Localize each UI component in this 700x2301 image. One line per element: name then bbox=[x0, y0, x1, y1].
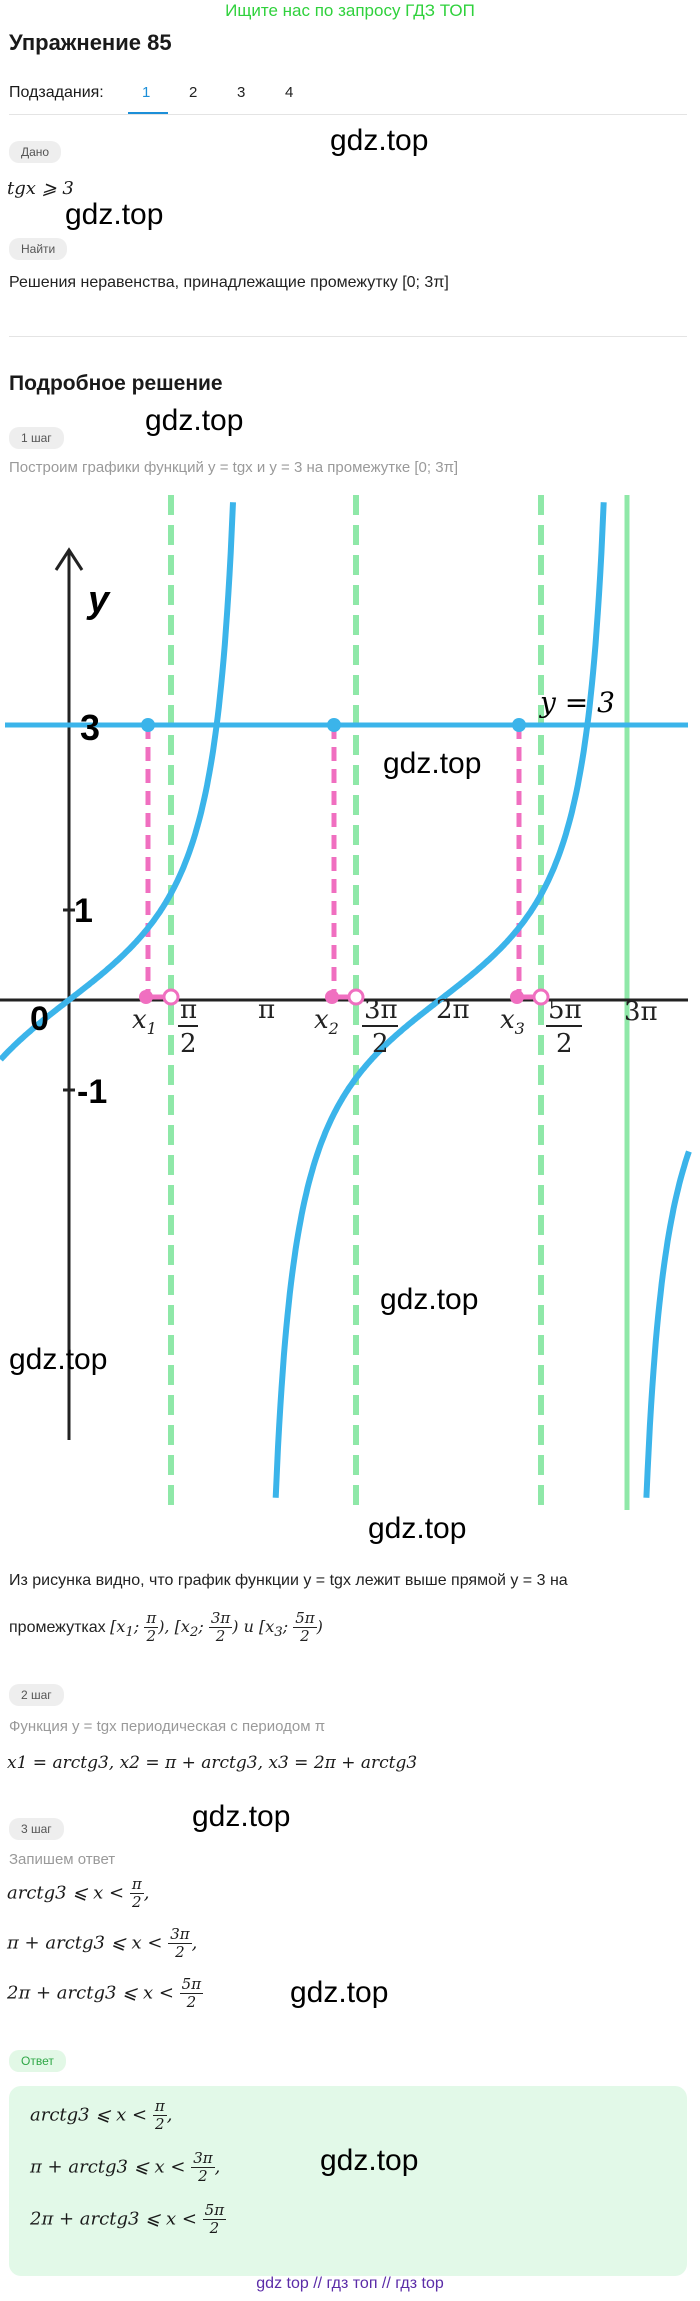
conclusion-line-1: Из рисунка видно, что график функции y =… bbox=[9, 1572, 568, 1589]
given-tag: Дано bbox=[9, 141, 62, 163]
divider bbox=[9, 336, 687, 337]
answer-line-3: 2π + arctg3 ⩽ x < 5π 2 bbox=[30, 2201, 227, 2237]
subtask-tab-1[interactable]: 1 bbox=[142, 84, 151, 101]
point-x3 bbox=[510, 990, 524, 1004]
watermark: gdz.top bbox=[290, 1976, 389, 2009]
watermark: gdz.top bbox=[383, 747, 482, 780]
tan-branch-3 bbox=[272, 502, 607, 1498]
solution-title: Подробное решение bbox=[9, 372, 223, 395]
x-label-pi-half-num: π bbox=[180, 995, 197, 1025]
point-x2 bbox=[325, 990, 339, 1004]
step-1-text: Построим графики функций y = tgx и y = 3… bbox=[9, 459, 459, 476]
watermark: gdz.top bbox=[368, 1512, 467, 1545]
tan-branch-2 bbox=[0, 502, 236, 1062]
subtask-tab-2[interactable]: 2 bbox=[189, 84, 198, 101]
x-label-x1: x1 bbox=[132, 1005, 157, 1038]
step-1-tag: 1 шаг bbox=[9, 427, 64, 449]
x-label-2pi: 2π bbox=[436, 995, 470, 1025]
step-3-answer-3: 2π + arctg3 ⩽ x < 5π 2 bbox=[7, 1975, 204, 2011]
find-tag: Найти bbox=[9, 238, 68, 260]
active-tab-indicator bbox=[128, 112, 168, 114]
tan-branch-4 bbox=[643, 1150, 692, 1498]
subtasks-label: Подзадания: bbox=[9, 84, 104, 101]
y-axis-label: y bbox=[86, 579, 111, 621]
x-label-x2: x2 bbox=[314, 1005, 339, 1038]
x-label-3pi: 3π bbox=[624, 997, 658, 1027]
x-label-x3: x3 bbox=[500, 1005, 525, 1038]
given-expression: tgx ⩾ 3 bbox=[7, 178, 74, 199]
subtask-tab-3[interactable]: 3 bbox=[237, 84, 246, 101]
intersection-x1 bbox=[141, 718, 155, 732]
y-tick-label-neg1: -1 bbox=[77, 1073, 107, 1111]
watermark: gdz.top bbox=[192, 1800, 291, 1833]
open-point-5pi-half bbox=[532, 988, 550, 1006]
tangent-graph: y 3 1 0 -1 y = 3 x1 π 2 π x2 3π 2 2π x3 … bbox=[0, 495, 692, 1510]
step-2-text: Функция y = tgx периодическая с периодом… bbox=[9, 1718, 326, 1735]
top-banner[interactable]: Ищите нас по запросу ГДЗ ТОП bbox=[225, 1, 475, 20]
answer-tag: Ответ bbox=[9, 2050, 66, 2072]
step-3-text: Запишем ответ bbox=[9, 1851, 116, 1868]
watermark: gdz.top bbox=[9, 1343, 108, 1376]
intersection-x2 bbox=[327, 718, 341, 732]
x-label-3pi-half-num: 3π bbox=[364, 995, 398, 1025]
open-point-3pi-half bbox=[347, 988, 365, 1006]
intersection-x3 bbox=[512, 718, 526, 732]
footer-links[interactable]: gdz top // гдз топ // гдз top bbox=[256, 2275, 444, 2292]
conclusion-line-2: промежутках [x1; π 2), [x2; 3π 2) и [x3; 5… bbox=[9, 1609, 323, 1645]
origin-label: 0 bbox=[30, 1000, 49, 1038]
line-label: y = 3 bbox=[538, 686, 615, 719]
step-3-tag: 3 шаг bbox=[9, 1818, 64, 1840]
watermark: gdz.top bbox=[145, 404, 244, 437]
x-label-3pi-half-den: 2 bbox=[372, 1029, 389, 1059]
answer-line-2: π + arctg3 ⩽ x < 3π 2, bbox=[30, 2149, 221, 2185]
watermark: gdz.top bbox=[380, 1283, 479, 1316]
point-x1 bbox=[139, 990, 153, 1004]
x-label-pi: π bbox=[258, 995, 275, 1025]
step-2-formula: x1 = arctg3, x2 = π + arctg3, x3 = 2π + … bbox=[7, 1753, 418, 1773]
step-2-tag: 2 шаг bbox=[9, 1684, 64, 1706]
step-3-answer-2: π + arctg3 ⩽ x < 3π 2, bbox=[7, 1925, 198, 1961]
y-tick-label-1: 1 bbox=[74, 892, 93, 930]
subtask-tab-4[interactable]: 4 bbox=[285, 84, 294, 101]
divider bbox=[9, 114, 687, 115]
y-axis-arrow bbox=[54, 547, 84, 571]
x-label-5pi-half-num: 5π bbox=[548, 995, 582, 1025]
open-point-pi-half bbox=[162, 988, 180, 1006]
x-label-5pi-half-den: 2 bbox=[556, 1029, 573, 1059]
watermark: gdz.top bbox=[320, 2144, 419, 2177]
exercise-title: Упражнение 85 bbox=[9, 30, 172, 55]
answer-box bbox=[9, 2086, 687, 2276]
watermark: gdz.top bbox=[65, 198, 164, 231]
y-tick-label-3: 3 bbox=[80, 707, 100, 748]
watermark: gdz.top bbox=[330, 124, 429, 157]
find-text: Решения неравенства, принадлежащие проме… bbox=[9, 274, 449, 291]
x-label-pi-half-den: 2 bbox=[180, 1029, 197, 1059]
